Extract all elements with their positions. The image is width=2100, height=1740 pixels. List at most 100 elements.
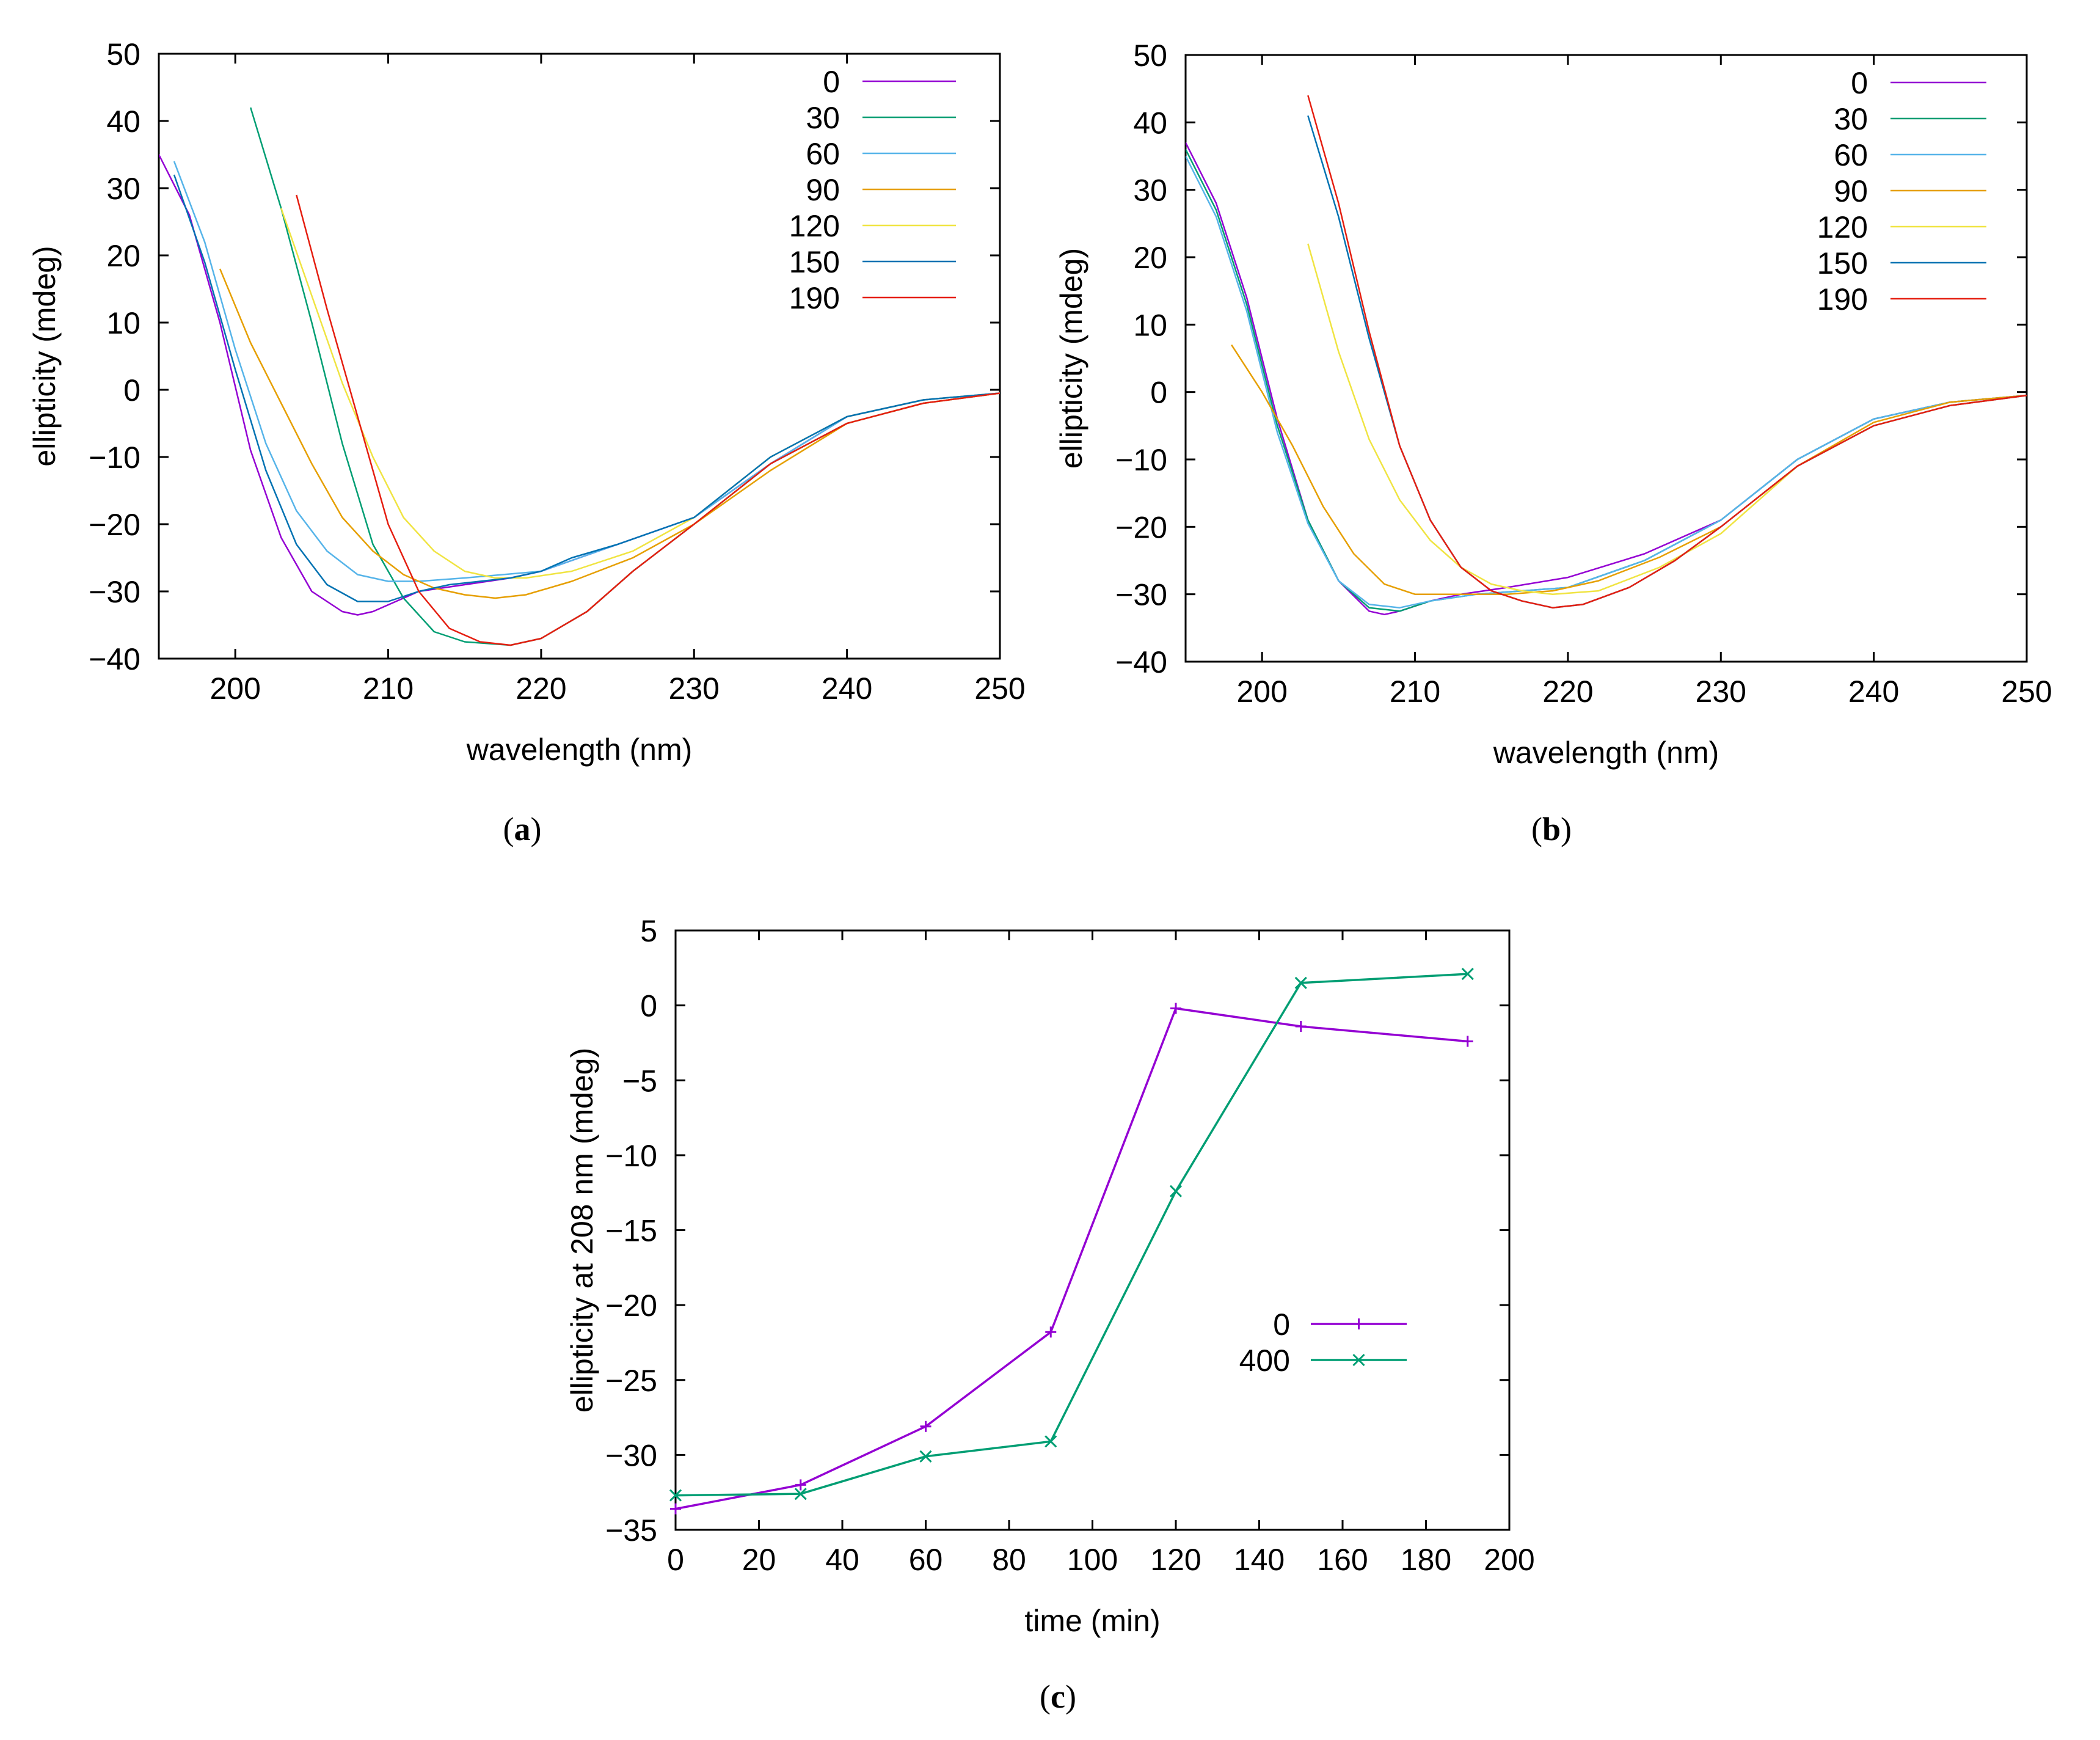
panel-a: 200 210 220 230 240 250 −40 −30 −20 −10 0 10 20 30 40 5…: [27, 37, 1026, 847]
data-point-0: [795, 1479, 806, 1491]
x-tick-label: 240: [822, 671, 872, 706]
y-tick-label: 40: [1133, 106, 1167, 140]
plot-frame-b: [1184, 54, 2028, 663]
y-axis-label: ellipticity (mdeg): [1054, 248, 1088, 469]
x-tick-label: 250: [974, 671, 1025, 706]
x-tick-label: 220: [1542, 674, 1593, 709]
y-tick-label: −30: [605, 1438, 657, 1472]
x-tick-label: 100: [1067, 1543, 1118, 1577]
legend-label-150: 150: [1817, 246, 1868, 280]
legend-label-0: 0: [1851, 66, 1868, 100]
y-tick-label: −20: [89, 508, 140, 542]
legend-marker-400: [1352, 1353, 1365, 1367]
panel-caption-letter: a: [514, 811, 531, 847]
x-axis-label: time (min): [1024, 1604, 1160, 1638]
y-tick-label: 40: [106, 104, 140, 139]
legend-label-400: 400: [1239, 1343, 1290, 1378]
legend-label-120: 120: [1817, 210, 1868, 244]
y-axis-label: ellipticity at 208 nm (mdeg): [565, 1048, 599, 1413]
y-tick-label: −35: [605, 1513, 657, 1548]
data-point-400: [1045, 1435, 1057, 1448]
panel-caption-c: (c): [1040, 1678, 1076, 1715]
data-point-0: [920, 1420, 932, 1432]
data-point-400: [794, 1488, 807, 1501]
series-line-60: [1186, 155, 2027, 609]
y-tick-label: 30: [1133, 174, 1167, 208]
y-tick-label: −40: [1115, 645, 1167, 679]
series-line-190: [296, 194, 1000, 646]
legend-label-90: 90: [806, 173, 840, 207]
x-tick-label: 20: [742, 1543, 776, 1577]
x-axis-label: wavelength (nm): [1493, 736, 1719, 770]
marker-stroke: [794, 1488, 807, 1501]
y-axis-label: ellipticity (mdeg): [27, 246, 62, 466]
series-group-a: [159, 107, 1000, 646]
plot-frame-a: [158, 53, 1001, 660]
x-tick-label: 210: [363, 671, 414, 706]
legend-label-60: 60: [1834, 138, 1868, 172]
series-line-190: [1307, 95, 2027, 609]
y-tick-label: −20: [1115, 510, 1167, 544]
data-point-0: [1462, 1036, 1473, 1047]
y-tick-label: 30: [106, 172, 140, 206]
y-tick-label: −25: [605, 1364, 657, 1398]
y-tick-label: −10: [605, 1139, 657, 1173]
y-tick-label: −30: [1115, 578, 1167, 612]
legend-label-120: 120: [789, 209, 840, 243]
series-line-90: [1231, 344, 2027, 595]
x-tick-label: 200: [1484, 1543, 1534, 1577]
legend-label-0: 0: [823, 65, 840, 99]
marker-stroke: [1352, 1353, 1365, 1367]
y-tick-label: −5: [622, 1064, 657, 1098]
panel-caption-letter: b: [1542, 811, 1561, 847]
y-tick-label: −40: [89, 642, 140, 676]
data-point-0: [1295, 1020, 1307, 1032]
marker-stroke: [1169, 1185, 1183, 1197]
marker-stroke: [1045, 1435, 1057, 1448]
legend-label-30: 30: [806, 101, 840, 135]
y-tick-label: 5: [640, 914, 657, 948]
x-tick-label: 200: [1236, 674, 1287, 709]
y-tick-label: 50: [106, 37, 140, 71]
data-point-400: [1169, 1185, 1183, 1197]
data-point-0: [1170, 1003, 1181, 1014]
y-tick-label: 0: [640, 989, 657, 1023]
data-point-400: [919, 1450, 932, 1463]
x-tick-label: 230: [669, 671, 720, 706]
y-tick-label: 10: [1133, 308, 1167, 342]
data-point-400: [1461, 968, 1474, 981]
legend-label-60: 60: [806, 137, 840, 171]
y-tick-label: 0: [123, 373, 140, 408]
panel-caption-a: (a): [503, 811, 542, 847]
legend-label-90: 90: [1834, 174, 1868, 208]
x-tick-label: 210: [1390, 674, 1440, 709]
x-tick-label: 60: [909, 1543, 943, 1577]
x-tick-label: 140: [1234, 1543, 1285, 1577]
legend-label-150: 150: [789, 245, 840, 279]
x-tick-label: 180: [1401, 1543, 1451, 1577]
y-tick-label: 50: [1133, 38, 1167, 73]
panel-caption-b: (b): [1531, 811, 1572, 847]
series-line-90: [219, 268, 1000, 599]
x-tick-label: 240: [1848, 674, 1899, 709]
data-point-0: [1045, 1326, 1057, 1338]
x-tick-label: 120: [1150, 1543, 1201, 1577]
x-tick-label: 0: [667, 1543, 684, 1577]
x-tick-label: 200: [210, 671, 260, 706]
marker-stroke: [1294, 976, 1307, 989]
y-tick-label: 0: [1150, 376, 1167, 410]
series-line-150: [173, 174, 1000, 602]
y-tick-label: −30: [89, 575, 140, 609]
y-tick-label: 10: [106, 306, 140, 340]
legend-label-190: 190: [789, 281, 840, 315]
y-tick-label: −20: [605, 1289, 657, 1323]
x-tick-label: 250: [2001, 674, 2052, 709]
y-tick-label: 20: [1133, 241, 1167, 275]
x-axis-label: wavelength (nm): [466, 733, 693, 767]
panel-b: 200 210 220 230 240 250 −40 −30 −20 −10 0 10 20 30 40 5…: [1054, 38, 2052, 847]
y-tick-label: −15: [605, 1214, 657, 1248]
panel-caption-letter: c: [1051, 1678, 1065, 1715]
legend-label-0: 0: [1273, 1307, 1290, 1342]
y-tick-label: −10: [1115, 443, 1167, 477]
marker-stroke: [669, 1489, 682, 1502]
